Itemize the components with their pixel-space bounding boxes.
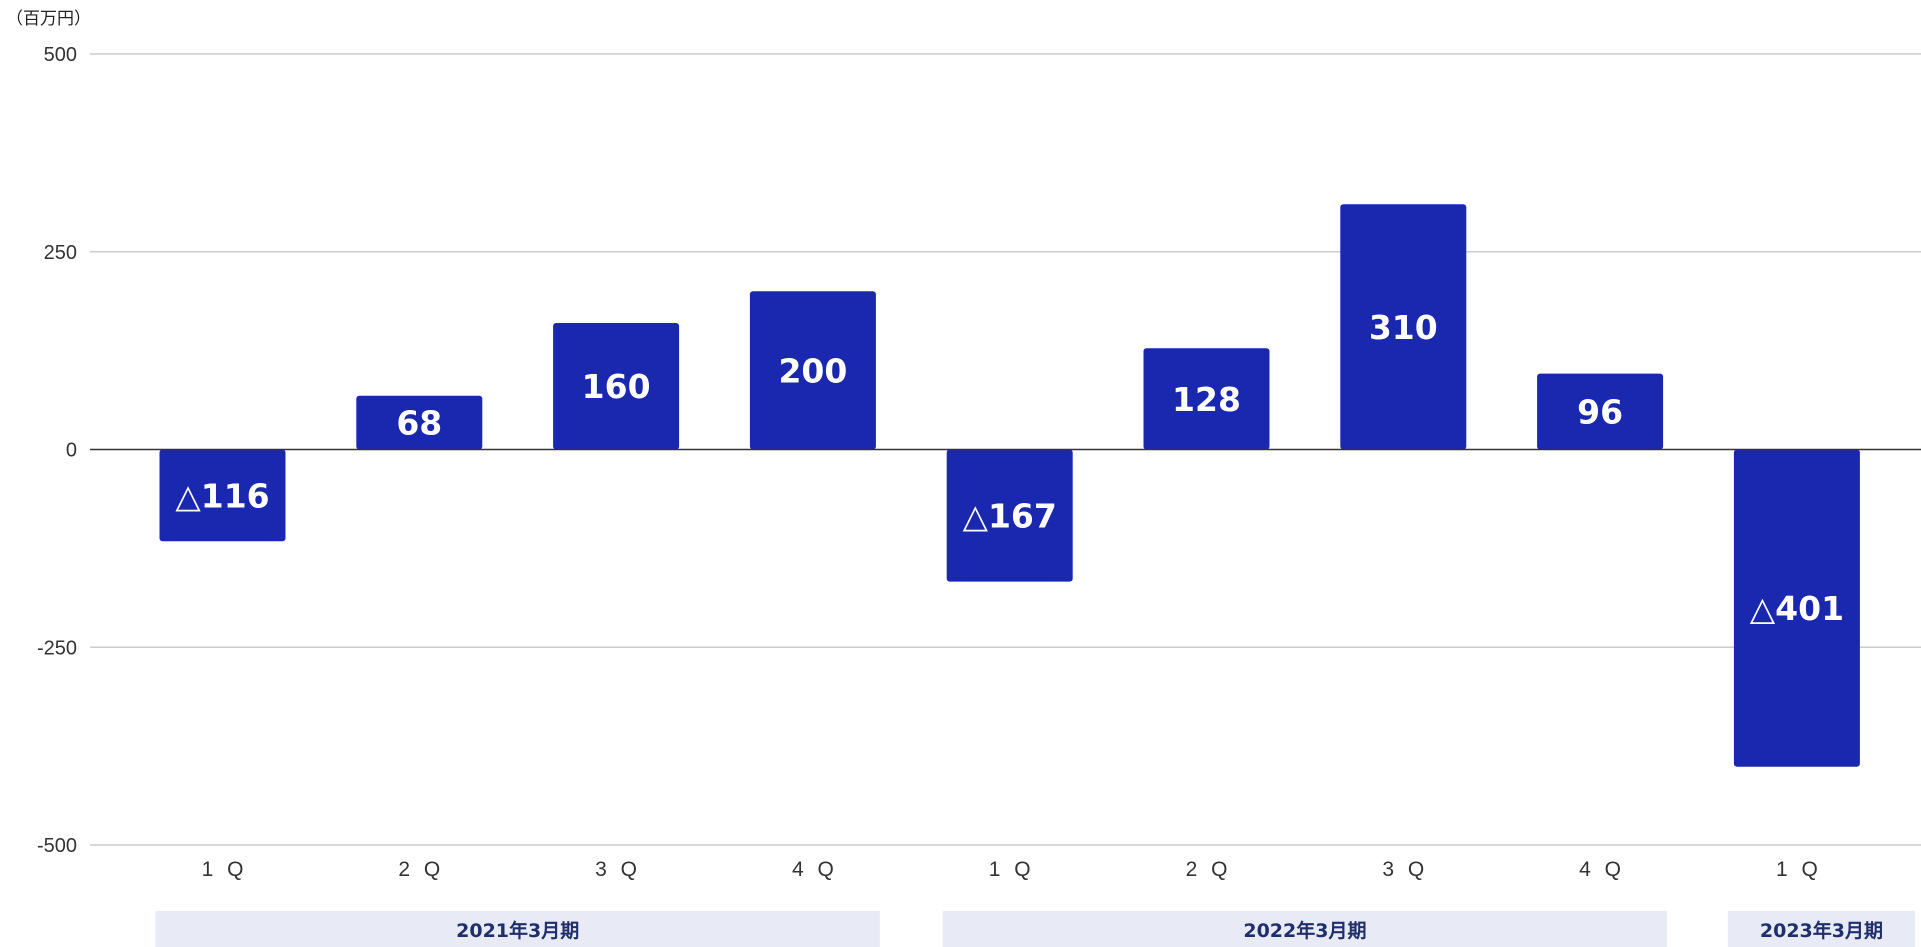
x-tick-label: 2 Q <box>1186 858 1232 881</box>
x-tick-label: 4 Q <box>1579 858 1625 881</box>
x-tick-label: 2 Q <box>398 858 444 881</box>
fiscal-period-bands: 2021年3月期 2022年3月期 2023年3月期 <box>155 911 1915 947</box>
data-label: 200 <box>778 351 847 390</box>
data-label: 310 <box>1369 308 1438 347</box>
data-label: 96 <box>1577 393 1623 432</box>
period-band <box>942 911 1668 947</box>
bar <box>159 449 286 542</box>
y-tick-label: 250 <box>44 242 77 264</box>
y-axis-ticks: 500 250 0 -250 -500 <box>37 44 77 857</box>
data-label: 68 <box>396 404 442 443</box>
period-band <box>1727 911 1915 947</box>
x-tick-label: 3 Q <box>1382 858 1428 881</box>
bar <box>356 395 483 450</box>
data-label: 128 <box>1172 380 1241 419</box>
bar <box>1143 348 1270 450</box>
data-labels: △116 68 160 200 △167 128 310 96 △401 <box>175 308 1844 628</box>
bar <box>1537 373 1664 450</box>
x-axis-ticks: 1 Q 2 Q 3 Q 4 Q 1 Q 2 Q 3 Q 4 Q 1 Q <box>202 858 1822 881</box>
y-axis-unit-label: （百万円） <box>6 9 91 29</box>
bar <box>1340 204 1467 450</box>
y-tick-label: 0 <box>66 440 77 462</box>
x-tick-label: 4 Q <box>792 858 838 881</box>
bars <box>159 204 1860 767</box>
x-tick-label: 1 Q <box>989 858 1035 881</box>
bar <box>946 449 1073 582</box>
x-tick-label: 3 Q <box>595 858 641 881</box>
period-label: 2023年3月期 <box>1760 919 1883 942</box>
bar <box>1733 449 1860 767</box>
data-label: 160 <box>582 367 651 406</box>
y-tick-label: -500 <box>37 835 77 857</box>
data-label: △167 <box>963 497 1057 536</box>
gridlines <box>90 53 1921 846</box>
bar <box>749 291 876 450</box>
x-tick-label: 1 Q <box>202 858 248 881</box>
y-tick-label: -250 <box>37 637 77 659</box>
period-label: 2021年3月期 <box>456 919 579 942</box>
period-label: 2022年3月期 <box>1243 919 1366 942</box>
bar <box>553 322 680 450</box>
data-label: △401 <box>1750 589 1844 628</box>
y-tick-label: 500 <box>44 44 77 66</box>
period-band <box>155 911 880 947</box>
x-tick-label: 1 Q <box>1776 858 1822 881</box>
data-label: △116 <box>175 476 269 515</box>
